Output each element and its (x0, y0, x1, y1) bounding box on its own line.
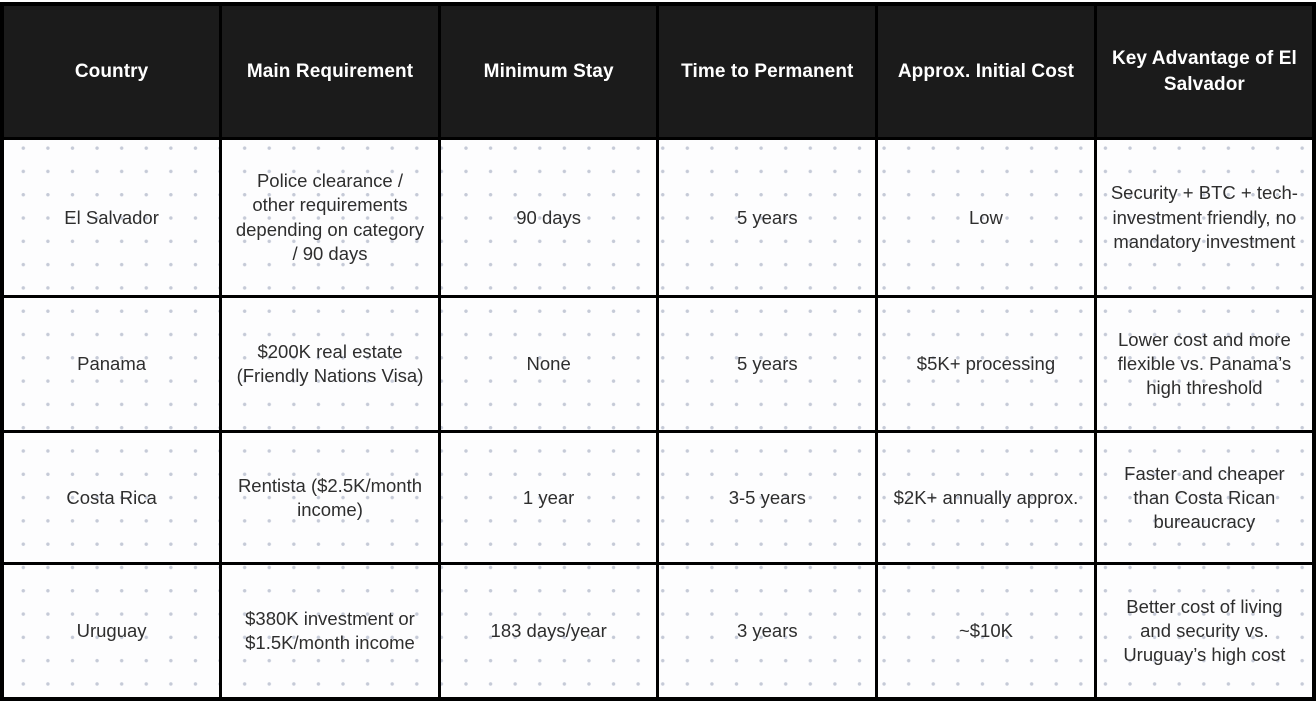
cell-minimum-stay: None (437, 295, 660, 434)
cell-country: Panama (0, 295, 223, 434)
column-header-minimum-stay: Minimum Stay (437, 2, 660, 140)
cell-time-to-permanent: 3-5 years (656, 430, 879, 566)
cell-main-requirement: $200K real estate (Friendly Nations Visa… (219, 295, 441, 434)
cell-minimum-stay: 183 days/year (437, 562, 660, 701)
column-header-main-requirement: Main Requirement (219, 2, 441, 140)
table-row-uruguay: Uruguay $380K investment or $1.5K/month … (0, 562, 1316, 701)
cell-minimum-stay: 1 year (437, 430, 660, 566)
table-row-el-salvador: El Salvador Police clearance / other req… (0, 136, 1316, 299)
cell-key-advantage: Better cost of living and security vs. U… (1093, 562, 1316, 701)
column-header-approx-initial-cost: Approx. Initial Cost (875, 2, 1097, 140)
cell-main-requirement: $380K investment or $1.5K/month income (219, 562, 441, 701)
cell-approx-initial-cost: Low (875, 136, 1097, 299)
cell-approx-initial-cost: ~$10K (875, 562, 1097, 701)
table-row-panama: Panama $200K real estate (Friendly Natio… (0, 295, 1316, 434)
cell-key-advantage: Lower cost and more flexible vs. Panama’… (1093, 295, 1316, 434)
cell-key-advantage: Faster and cheaper than Costa Rican bure… (1093, 430, 1316, 566)
cell-time-to-permanent: 5 years (656, 136, 879, 299)
column-header-time-to-permanent: Time to Permanent (656, 2, 879, 140)
cell-approx-initial-cost: $2K+ annually approx. (875, 430, 1097, 566)
cell-main-requirement: Police clearance / other requirements de… (219, 136, 441, 299)
cell-country: Costa Rica (0, 430, 223, 566)
column-header-country: Country (0, 2, 223, 140)
header-row: Country Main Requirement Minimum Stay Ti… (0, 2, 1316, 140)
cell-approx-initial-cost: $5K+ processing (875, 295, 1097, 434)
table-header: Country Main Requirement Minimum Stay Ti… (0, 2, 1316, 140)
cell-country: El Salvador (0, 136, 223, 299)
column-header-key-advantage: Key Advantage of El Salvador (1093, 2, 1316, 140)
cell-country: Uruguay (0, 562, 223, 701)
cell-minimum-stay: 90 days (437, 136, 660, 299)
cell-main-requirement: Rentista ($2.5K/month income) (219, 430, 441, 566)
cell-time-to-permanent: 5 years (656, 295, 879, 434)
cell-time-to-permanent: 3 years (656, 562, 879, 701)
table-row-costa-rica: Costa Rica Rentista ($2.5K/month income)… (0, 430, 1316, 566)
cell-key-advantage: Security + BTC + tech-investment friendl… (1093, 136, 1316, 299)
table-body: El Salvador Police clearance / other req… (0, 136, 1316, 701)
